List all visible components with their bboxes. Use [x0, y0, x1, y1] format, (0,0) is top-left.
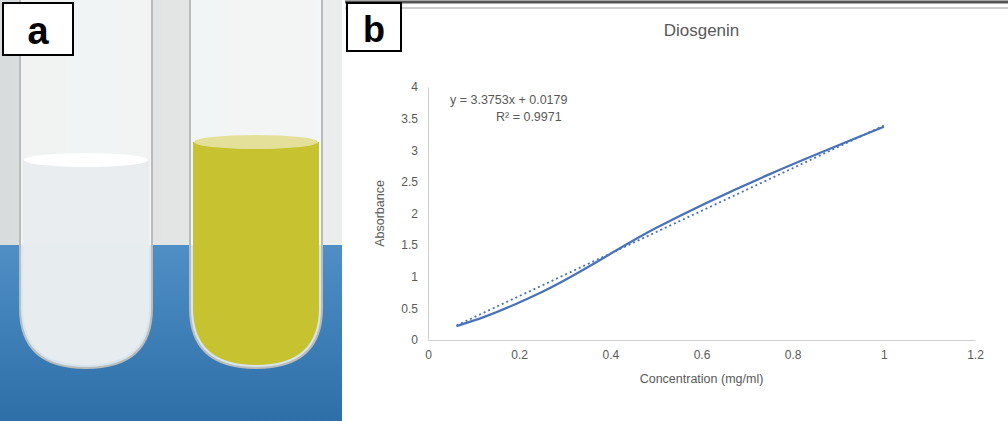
annotation: y = 3.3753x + 0.0179 [450, 93, 568, 107]
x-tick-label: 1 [881, 348, 888, 362]
figure: a b Diosgenin 0 0.2 0.4 0.6 0.8 1 1.2 0 0.5 1 1.5 2 2.5… [0, 0, 1008, 421]
x-tick: 0 [425, 340, 432, 362]
chart-panel: b Diosgenin 0 0.2 0.4 0.6 0.8 1 1.2 0 0.5 1 1.5 2 2.5 3… [345, 2, 1008, 386]
y-tick-label: 2 [411, 207, 418, 221]
meniscus [194, 135, 318, 149]
y-axis-line [428, 88, 429, 341]
y-tick-label: 2.5 [401, 175, 418, 189]
photo-panel: a [0, 0, 342, 421]
x-axis-line [429, 340, 976, 341]
y-tick: 3.5 [401, 112, 428, 126]
annotation: R² = 0.9971 [496, 110, 562, 124]
y-tick: 4 [411, 80, 428, 94]
y-tick-label: 0.5 [401, 302, 418, 316]
y-tick: 3 [411, 144, 428, 158]
tube-liquid [23, 160, 149, 365]
panel-label: a [27, 10, 49, 52]
plot-marks [456, 126, 883, 327]
y-axis-title: Absorbance [373, 180, 387, 247]
y-tick-label: 0 [411, 333, 418, 347]
panel-border [345, 8, 1008, 9]
x-tick-label: 0.8 [785, 348, 802, 362]
y-tick-label: 3 [411, 144, 418, 158]
y-tick: 1 [411, 270, 428, 284]
x-tick: 1 [881, 340, 888, 362]
x-tick-label: 0.4 [602, 348, 619, 362]
x-axis: 0 0.2 0.4 0.6 0.8 1 1.2 [425, 340, 984, 362]
y-tick: 2 [411, 207, 428, 221]
x-tick-label: 0 [425, 348, 432, 362]
trend-line [456, 126, 883, 326]
y-axis: 0 0.5 1 1.5 2 2.5 3 3.5 4 [401, 80, 428, 347]
panel-label-box [3, 3, 73, 55]
x-tick: 0.4 [602, 340, 619, 362]
y-tick: 1.5 [401, 238, 428, 252]
panel-label: b [363, 9, 385, 50]
meniscus [24, 153, 148, 167]
chart-title: Diosgenin [664, 21, 740, 40]
x-tick: 0.8 [785, 340, 802, 362]
x-tick-label: 1.2 [967, 348, 984, 362]
x-axis-title: Concentration (mg/ml) [640, 372, 764, 386]
y-tick-label: 3.5 [401, 112, 418, 126]
y-tick: 2.5 [401, 175, 428, 189]
tube-liquid [193, 142, 319, 365]
y-tick-label: 1 [411, 270, 418, 284]
x-tick-label: 0.6 [694, 348, 711, 362]
y-tick-label: 4 [411, 80, 418, 94]
y-tick: 0 [411, 333, 428, 347]
y-tick: 0.5 [401, 302, 428, 316]
panel-border [345, 1, 1008, 4]
x-tick-label: 0.2 [511, 348, 528, 362]
test-tube [190, 0, 322, 368]
y-tick-label: 1.5 [401, 238, 418, 252]
x-tick: 0.2 [511, 340, 528, 362]
x-tick: 1.2 [967, 340, 984, 362]
panel-label-box [347, 3, 401, 51]
x-tick: 0.6 [694, 340, 711, 362]
